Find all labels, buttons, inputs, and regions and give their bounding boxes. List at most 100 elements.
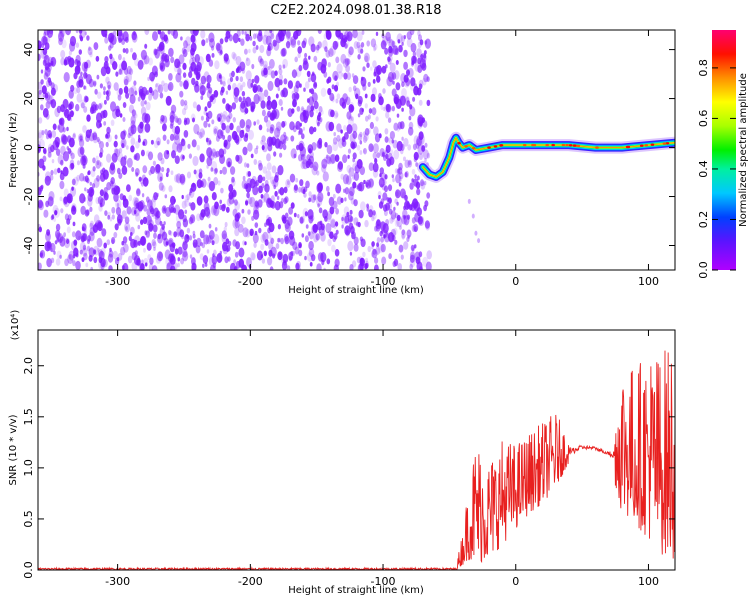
- speckle: [282, 144, 287, 151]
- speckle: [68, 137, 75, 148]
- signal-hotspot: [493, 145, 498, 148]
- speckle: [299, 179, 304, 187]
- speckle: [248, 48, 251, 54]
- speckle: [302, 159, 309, 170]
- speckle: [190, 202, 196, 211]
- speckle: [76, 65, 81, 72]
- colorbar-tick-label: 0.2: [697, 211, 710, 229]
- speckle: [254, 75, 260, 84]
- speckle: [411, 178, 415, 183]
- speckle: [303, 87, 306, 92]
- speckle: [239, 61, 246, 72]
- speckle: [149, 257, 154, 265]
- speckle: [239, 76, 244, 83]
- speckle: [416, 188, 421, 196]
- speckle: [336, 123, 342, 133]
- speckle: [73, 87, 78, 95]
- speckle: [60, 50, 66, 59]
- speckle: [369, 121, 374, 130]
- speckle: [225, 90, 229, 95]
- speckle: [103, 191, 108, 197]
- speckle: [108, 265, 113, 270]
- speckle: [229, 122, 234, 131]
- speckle: [50, 87, 56, 96]
- speckle: [424, 200, 429, 207]
- speckle: [109, 247, 112, 252]
- speckle: [312, 161, 319, 172]
- speckle: [396, 140, 403, 152]
- speckle: [343, 125, 347, 131]
- speckle: [93, 249, 97, 255]
- speckle: [282, 253, 289, 264]
- speckle: [40, 79, 44, 85]
- speckle: [38, 262, 42, 270]
- speckle: [42, 165, 46, 171]
- speckle: [301, 40, 307, 49]
- speckle: [363, 52, 370, 63]
- speckle: [317, 191, 324, 203]
- speckle: [131, 261, 138, 270]
- speckle: [182, 62, 187, 70]
- speckle: [89, 181, 93, 186]
- speckle: [159, 118, 164, 124]
- speckle: [44, 91, 51, 101]
- speckle: [303, 186, 308, 193]
- speckle: [293, 185, 299, 194]
- speckle: [83, 106, 88, 113]
- speckle: [381, 151, 385, 157]
- speckle: [310, 73, 317, 83]
- speckle: [161, 224, 165, 230]
- speckle: [280, 197, 284, 203]
- speckle: [304, 211, 308, 217]
- speckle: [89, 220, 94, 228]
- speckle: [391, 72, 397, 80]
- speckle: [208, 223, 212, 229]
- speckle: [219, 199, 222, 204]
- speckle: [266, 100, 271, 106]
- speckle: [169, 230, 173, 236]
- speckle: [206, 137, 212, 146]
- snr-x-label: Height of straight line (km): [288, 585, 424, 596]
- speckle: [376, 237, 381, 243]
- speckle: [66, 195, 71, 203]
- y-tick-label: -40: [22, 237, 35, 255]
- speckle: [264, 222, 267, 228]
- speckle: [159, 62, 166, 72]
- speckle: [98, 250, 105, 261]
- speckle: [226, 245, 231, 252]
- speckle: [366, 62, 370, 68]
- speckle: [120, 246, 126, 256]
- speckle: [390, 149, 394, 155]
- speckle: [113, 140, 118, 148]
- speckle: [308, 191, 312, 197]
- speckle: [159, 176, 163, 181]
- speckle: [171, 150, 176, 159]
- speckle: [340, 53, 347, 64]
- speckle: [208, 32, 215, 43]
- speckle: [391, 40, 396, 47]
- speckle: [213, 233, 220, 245]
- signal-hotspot: [626, 145, 631, 149]
- speckle: [219, 112, 223, 118]
- speckle: [406, 100, 411, 107]
- speckle: [184, 209, 188, 214]
- speckle: [407, 159, 413, 168]
- speckle: [184, 198, 190, 208]
- speckle: [107, 214, 111, 220]
- speckle: [146, 242, 152, 251]
- speckle: [372, 210, 376, 216]
- speckle: [70, 152, 75, 160]
- speckle: [390, 214, 396, 222]
- speckle: [341, 72, 345, 77]
- speckle: [258, 92, 265, 103]
- speckle: [52, 204, 59, 215]
- speckle: [321, 158, 328, 169]
- speckle: [317, 121, 320, 127]
- speckle: [157, 140, 160, 146]
- speckle: [168, 239, 173, 248]
- speckle: [389, 156, 395, 166]
- speckle: [260, 254, 264, 259]
- signal-hotspot: [545, 143, 549, 147]
- speckle: [372, 152, 377, 160]
- speckle: [108, 45, 112, 51]
